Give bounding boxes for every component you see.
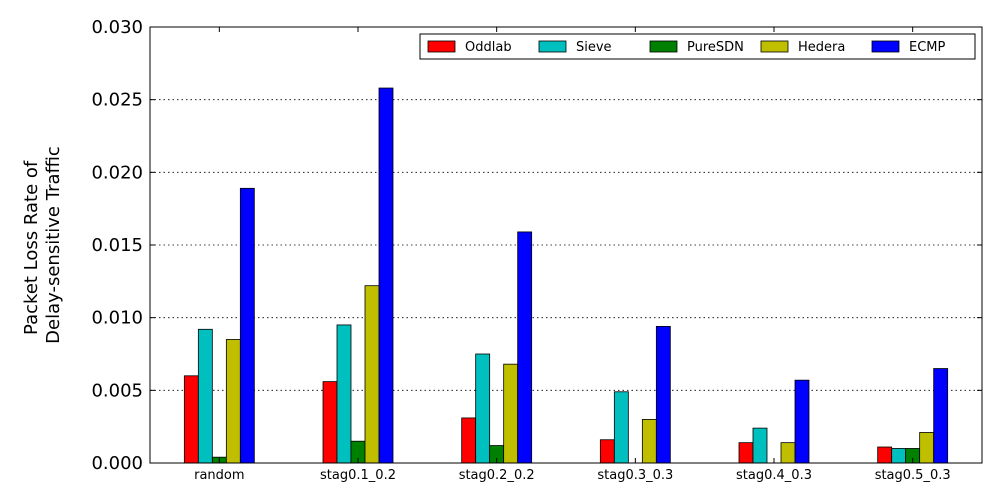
x-tick-label: stag0.2_0.2 <box>459 468 535 483</box>
bar-ecmp-stag0.4_0.3 <box>794 379 810 464</box>
bar-hedera-stag0.5_0.3 <box>919 432 935 464</box>
y-tick-label: 0.025 <box>91 90 143 111</box>
bar-sieve-stag0.3_0.3 <box>613 391 629 464</box>
y-axis-label: Packet Loss Rate of Delay-sensitive Traf… <box>21 146 64 344</box>
y-tick-label: 0.030 <box>91 17 143 38</box>
x-tick-label: stag0.5_0.3 <box>875 468 951 483</box>
bars <box>183 87 949 464</box>
legend-swatch-hedera <box>760 40 789 53</box>
legend-swatch-oddlab <box>427 40 456 53</box>
legend-label-sieve: Sieve <box>576 40 612 55</box>
y-tick-label: 0.000 <box>91 453 143 474</box>
y-tick-label: 0.020 <box>91 162 143 183</box>
y-tick-label: 0.010 <box>91 308 143 329</box>
bar-oddlab-stag0.3_0.3 <box>599 439 615 464</box>
bar-ecmp-random <box>239 187 255 464</box>
bar-ecmp-stag0.3_0.3 <box>655 325 671 464</box>
bar-oddlab-stag0.4_0.3 <box>738 442 754 464</box>
legend-label-ecmp: ECMP <box>909 40 946 55</box>
bar-ecmp-stag0.5_0.3 <box>933 368 949 464</box>
bar-sieve-stag0.1_0.2 <box>336 324 352 464</box>
legend-label-oddlab: Oddlab <box>465 40 512 55</box>
legend-label-puresdn: PureSDN <box>687 40 744 55</box>
bar-hedera-stag0.1_0.2 <box>364 285 380 464</box>
bar-hedera-stag0.4_0.3 <box>780 442 796 464</box>
y-tick-label: 0.015 <box>91 235 143 256</box>
legend-swatch-puresdn <box>649 40 678 53</box>
bar-sieve-stag0.4_0.3 <box>752 427 768 464</box>
x-tick-label: stag0.1_0.2 <box>320 468 396 483</box>
bar-hedera-stag0.3_0.3 <box>641 418 657 464</box>
legend-label-hedera: Hedera <box>798 40 845 55</box>
bar-hedera-random <box>225 339 241 464</box>
bar-hedera-stag0.2_0.2 <box>503 363 519 464</box>
bar-sieve-stag0.2_0.2 <box>475 353 491 464</box>
legend-swatch-ecmp <box>871 40 900 53</box>
bar-oddlab-stag0.1_0.2 <box>322 381 338 464</box>
y-axis: 0.000 0.005 0.010 0.015 0.020 0.025 0.030 <box>91 17 982 474</box>
y-axis-label-line-2: Delay-sensitive Traffic <box>43 146 64 344</box>
bar-oddlab-random <box>183 375 199 464</box>
bar-oddlab-stag0.5_0.3 <box>877 446 893 464</box>
bar-oddlab-stag0.2_0.2 <box>461 417 477 464</box>
grid-lines <box>150 99 982 391</box>
legend: Oddlab Sieve PureSDN Hedera ECMP <box>419 33 976 60</box>
bar-sieve-random <box>197 328 213 464</box>
x-axis: random stag0.1_0.2 stag0.2_0.2 stag0.3_0.3 s… <box>194 27 951 483</box>
bar-sieve-stag0.5_0.3 <box>891 448 907 464</box>
y-tick-label: 0.005 <box>91 380 143 401</box>
legend-swatch-sieve <box>538 40 567 53</box>
bar-ecmp-stag0.2_0.2 <box>517 231 533 464</box>
x-tick-label: stag0.4_0.3 <box>736 468 812 483</box>
bar-ecmp-stag0.1_0.2 <box>378 87 394 464</box>
y-axis-label-line-1: Packet Loss Rate of <box>21 160 42 335</box>
x-tick-label: random <box>194 468 244 483</box>
x-tick-label: stag0.3_0.3 <box>597 468 673 483</box>
